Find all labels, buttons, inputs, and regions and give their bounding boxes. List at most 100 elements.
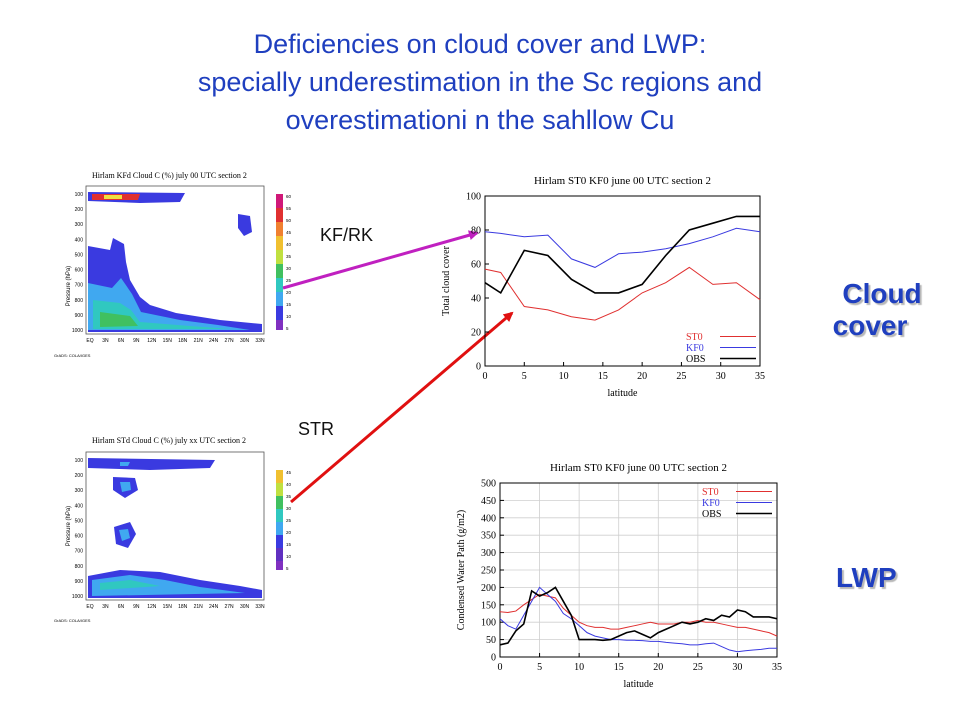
cross-section-top-x-ticks: EQ 3N 6N 9N 12N 15N 18N 21N 24N 27N 30N 33N <box>86 338 265 344</box>
xs-x-tick-label: 27N <box>224 604 234 610</box>
y-tick-label: 100 <box>466 192 481 203</box>
x-axis-label: latitude <box>624 679 655 690</box>
xs-y-tick-label: 1000 <box>72 594 83 600</box>
xs-x-tick-label: 30N <box>240 338 250 344</box>
series-line-kf0 <box>499 586 777 653</box>
cross-section-bottom-ylabel: Pressure (hPa) <box>66 506 72 546</box>
xs-y-tick-label: 700 <box>75 549 84 555</box>
arrow-str <box>290 311 514 504</box>
y-tick-label: 20 <box>471 328 481 339</box>
xs-x-tick-label: 9N <box>133 338 140 344</box>
y-tick-label: 100 <box>481 618 496 629</box>
y-tick-label: 450 <box>481 496 496 507</box>
x-tick-label: 0 <box>498 662 503 673</box>
xs-y-tick-label: 300 <box>75 222 84 228</box>
side-label-cloud-cover: Cloud cover <box>810 278 930 342</box>
xs-colorbar-tick-label: 40 <box>286 482 292 487</box>
slide-title-line-2: specially underestimation in the Sc regi… <box>197 67 763 97</box>
y-tick-label: 60 <box>471 260 481 271</box>
xs-y-tick-label: 600 <box>75 534 84 540</box>
xs-x-tick-label: EQ <box>86 338 93 344</box>
side-label-cloud-line1: Cloud <box>842 278 922 309</box>
cross-section-bottom-colorbar-ticks: 45 40 35 30 25 20 15 10 5 <box>286 470 292 571</box>
xs-x-tick-label: 15N <box>163 604 173 610</box>
cross-section-bottom-x-ticks: EQ 3N 6N 9N 12N 15N 18N 21N 24N 27N 30N 33N <box>86 604 265 610</box>
side-label-cloud-line2: cover <box>832 310 908 341</box>
xs-colorbar-tick-label: 60 <box>286 194 292 199</box>
x-tick-label: 30 <box>716 371 726 382</box>
xs-colorbar-tick-label: 30 <box>286 506 292 511</box>
x-axis-label: latitude <box>608 388 639 399</box>
xs-y-tick-label: 400 <box>75 237 84 243</box>
y-tick-label: 250 <box>481 566 496 577</box>
x-tick-label: 20 <box>653 662 663 673</box>
legend-label-obs: OBS <box>702 509 721 520</box>
cloud-cover-chart: Hirlam ST0 KF0 june 00 UTC section 2 0 20 4… <box>441 175 765 399</box>
y-axis-label: Condensed Water Path (g/m2) <box>456 510 467 630</box>
xs-colorbar-tick-label: 35 <box>286 494 292 499</box>
cross-section-top-colorbar <box>276 194 283 330</box>
legend-label-obs: OBS <box>686 354 705 365</box>
arrow-kf-rk <box>282 230 479 290</box>
x-tick-label: 10 <box>559 371 569 382</box>
xs-x-tick-label: 33N <box>255 604 265 610</box>
y-tick-label: 150 <box>481 600 496 611</box>
x-tick-label: 5 <box>522 371 527 382</box>
xs-y-tick-label: 1000 <box>72 328 83 334</box>
xs-x-tick-label: 6N <box>118 338 125 344</box>
x-tick-label: 10 <box>574 662 584 673</box>
chart-title: Hirlam ST0 KF0 june 00 UTC section 2 <box>534 175 711 187</box>
y-tick-label: 500 <box>481 479 496 490</box>
xs-colorbar-tick-label: 35 <box>286 254 292 259</box>
xs-y-tick-label: 100 <box>75 458 84 464</box>
legend-label-kf0: KF0 <box>686 343 704 354</box>
xs-colorbar-tick-label: 15 <box>286 542 292 547</box>
xs-colorbar-tick-label: 10 <box>286 554 292 559</box>
xs-colorbar-tick-label: 25 <box>286 518 292 523</box>
cross-section-bottom-y-ticks: 100 200 300 400 500 600 700 800 900 1000 <box>72 458 83 600</box>
xs-colorbar-tick-label: 10 <box>286 314 292 319</box>
cross-section-bottom-cloud-field <box>88 458 262 598</box>
lwp-chart: Hirlam ST0 KF0 june 00 UTC section 20501… <box>456 462 782 690</box>
xs-x-tick-label: 18N <box>178 338 188 344</box>
y-tick-label: 300 <box>481 548 496 559</box>
xs-y-tick-label: 300 <box>75 488 84 494</box>
cross-section-top-colorbar-ticks: 60 55 50 45 40 35 30 25 20 15 10 5 <box>286 194 292 331</box>
xs-colorbar-tick-label: 5 <box>286 566 289 571</box>
x-tick-label: 0 <box>483 371 488 382</box>
cross-section-top-footer: GrADS: COLA/IGES <box>54 353 91 358</box>
x-tick-label: 25 <box>693 662 703 673</box>
xs-x-tick-label: 21N <box>194 604 204 610</box>
y-tick-label: 200 <box>481 583 496 594</box>
series-line-kf0 <box>484 227 761 268</box>
xs-y-tick-label: 500 <box>75 518 84 524</box>
xs-colorbar-tick-label: 45 <box>286 230 292 235</box>
xs-y-tick-label: 100 <box>75 192 84 198</box>
cross-section-top-ylabel: Pressure (hPa) <box>66 266 72 306</box>
cross-section-top-y-ticks: 100 200 300 400 500 600 700 800 900 1000 <box>72 192 83 334</box>
x-tick-label: 15 <box>598 371 608 382</box>
x-tick-label: 35 <box>755 371 765 382</box>
xs-x-tick-label: 18N <box>178 604 188 610</box>
xs-y-tick-label: 900 <box>75 313 84 319</box>
slide-title-line-1: Deficiencies on cloud cover and LWP: <box>253 29 707 59</box>
xs-x-tick-label: 9N <box>133 604 140 610</box>
series-line-obs <box>499 586 778 646</box>
cross-section-bottom-title: Hirlam STd Cloud C (%) july xx UTC secti… <box>92 436 246 445</box>
xs-colorbar-tick-label: 20 <box>286 530 292 535</box>
side-label-lwp: LWP <box>836 562 897 593</box>
y-tick-label: 350 <box>481 531 496 542</box>
xs-x-tick-label: 24N <box>209 338 219 344</box>
xs-y-tick-label: 700 <box>75 283 84 289</box>
xs-x-tick-label: 3N <box>102 338 109 344</box>
xs-y-tick-label: 200 <box>75 207 84 213</box>
series-line-st0 <box>484 266 761 321</box>
legend-label-st0: ST0 <box>686 332 703 343</box>
cross-section-bottom: Hirlam STd Cloud C (%) july xx UTC secti… <box>54 436 292 623</box>
x-tick-label: 5 <box>537 662 542 673</box>
xs-x-tick-label: 21N <box>194 338 204 344</box>
cross-section-bottom-colorbar <box>276 470 283 570</box>
y-tick-label: 50 <box>486 635 496 646</box>
xs-x-tick-label: 33N <box>255 338 265 344</box>
y-tick-label: 80 <box>471 226 481 237</box>
